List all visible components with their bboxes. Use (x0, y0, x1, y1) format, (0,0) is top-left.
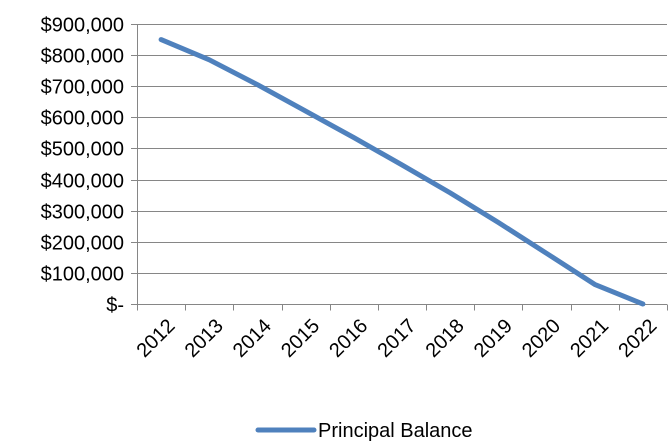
legend-label-principal-balance: Principal Balance (318, 420, 473, 442)
y-tick-label-4: $400,000 (41, 171, 124, 193)
x-tick-label-2012: 2012 (133, 315, 180, 362)
x-tick-label-2018: 2018 (422, 315, 469, 362)
y-tick-label-3: $300,000 (41, 202, 124, 224)
gridlines (137, 24, 667, 274)
legend: Principal Balance (255, 420, 473, 442)
x-tick-label-2021: 2021 (566, 315, 613, 362)
x-tick-label-2022: 2022 (614, 315, 661, 362)
x-tick-label-2014: 2014 (229, 315, 276, 362)
y-tick-label-5: $500,000 (41, 139, 124, 161)
x-tick-label-2016: 2016 (325, 315, 372, 362)
x-tick-label-2015: 2015 (277, 315, 324, 362)
axes (131, 24, 668, 311)
y-tick-label-6: $600,000 (41, 108, 124, 130)
series-lines (158, 37, 646, 307)
x-tick-label-2020: 2020 (518, 315, 565, 362)
x-tick-label-2019: 2019 (470, 315, 517, 362)
y-tick-label-7: $700,000 (41, 77, 124, 99)
y-tick-label-1: $100,000 (41, 264, 124, 286)
y-tick-label-2: $200,000 (41, 233, 124, 255)
y-tick-label-8: $800,000 (41, 46, 124, 68)
series-line-0 (158, 37, 646, 307)
x-tick-label-2017: 2017 (373, 315, 420, 362)
x-axis-tick-labels: 2012 2013 2014 2015 2016 2017 2018 2019 2020 2021… (133, 315, 662, 362)
y-tick-label-9: $900,000 (41, 15, 124, 37)
y-tick-label-0: $- (106, 295, 124, 317)
x-tick-label-2013: 2013 (181, 315, 228, 362)
y-axis-tick-labels: $- $100,000 $200,000 $300,000 $400,000 $500,0… (41, 15, 124, 317)
